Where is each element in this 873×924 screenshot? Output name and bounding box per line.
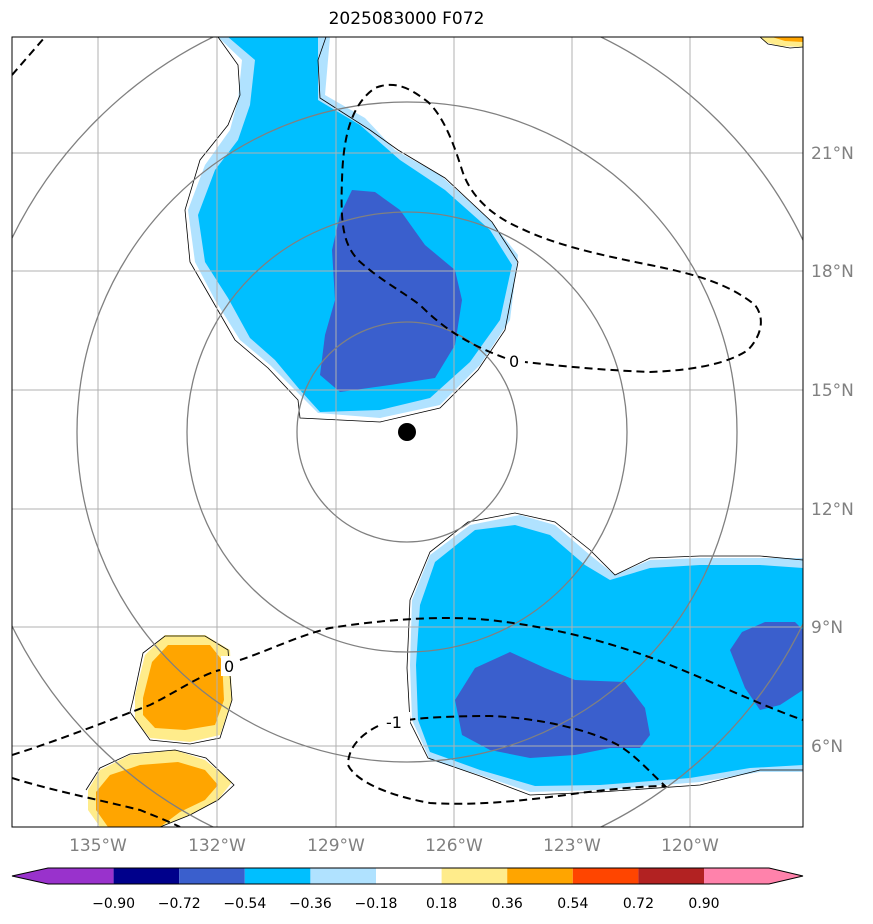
longitude-labels: 135°W 132°W 129°W 126°W 123°W 120°W	[69, 836, 719, 856]
colorbar-segment	[572, 868, 639, 884]
colorbar-tick-label: 0.72	[623, 896, 654, 912]
dashed-contour-sw	[12, 777, 181, 827]
positive-anomaly-topright-mid	[772, 37, 803, 42]
thin-contour-sw2	[85, 749, 235, 827]
range-ring-3	[76, 101, 738, 763]
dashed-contour-topleft	[12, 37, 46, 76]
lon-label: 120°W	[661, 836, 719, 856]
colorbar-tick-label: 0.90	[688, 896, 719, 912]
colorbar-segment	[113, 868, 180, 884]
storm-center-marker	[398, 423, 416, 441]
lat-label: 6°N	[811, 737, 843, 757]
colorbar-extend-high	[769, 868, 803, 884]
thin-contour-sw1	[129, 635, 233, 745]
colorbar-tick-label: 0.36	[492, 896, 523, 912]
graticule	[12, 37, 803, 827]
colorbar-extend-low	[12, 868, 48, 884]
lon-label: 123°W	[543, 836, 601, 856]
map-panel: 0 0 -1	[12, 37, 803, 827]
range-ring-1	[296, 321, 518, 543]
lat-label: 18°N	[811, 262, 854, 282]
lat-label: 21°N	[811, 144, 854, 164]
colorbar-segment	[48, 868, 114, 884]
dashed-contours	[12, 37, 803, 827]
colorbar-tick-label: −0.90	[92, 896, 135, 912]
colorbar: −0.90 −0.72 −0.54 −0.36 −0.18 0.18 0.36 …	[11, 867, 804, 912]
colorbar-tick-label: −0.54	[223, 896, 266, 912]
contour-label-minus-one: -1	[386, 713, 402, 732]
colorbar-segment	[310, 868, 376, 884]
colorbar-tick-label: −0.72	[158, 896, 201, 912]
map-frame	[11, 36, 804, 828]
negative-anomaly-strong-southeast-a	[455, 652, 650, 758]
shaded-field	[88, 37, 803, 827]
colorbar-tick-label: −0.36	[289, 896, 332, 912]
contour-label-south-zero: 0	[224, 657, 234, 676]
thin-contour-topright	[759, 37, 803, 49]
contour-label-north-zero: 0	[509, 352, 519, 371]
thin-contour-north	[184, 37, 519, 423]
contour-labels: 0 0 -1	[221, 350, 524, 732]
lat-label: 15°N	[811, 381, 854, 401]
lon-label: 129°W	[307, 836, 365, 856]
colorbar-segment	[441, 868, 508, 884]
contour-label-bg	[221, 656, 239, 676]
colorbar-segment	[244, 868, 311, 884]
dashed-contour-south-minus-one	[346, 714, 668, 805]
colorbar-segment	[376, 868, 442, 884]
lon-label: 126°W	[425, 836, 483, 856]
dashed-contour-north-zero	[340, 83, 762, 374]
negative-anomaly-strong-southeast-b	[730, 622, 803, 710]
colorbar-outline	[11, 867, 804, 885]
map-title: 2025083000 F072	[328, 9, 485, 29]
range-rings	[12, 37, 803, 827]
colorbar-tick-label: 0.18	[426, 896, 457, 912]
dashed-contour-south-zero	[12, 617, 803, 756]
lat-label: 9°N	[811, 618, 843, 638]
lat-label: 12°N	[811, 500, 854, 520]
contour-label-bg	[384, 712, 410, 732]
colorbar-segment	[638, 868, 704, 884]
colorbar-segment	[507, 868, 573, 884]
negative-anomaly-strong-north	[320, 190, 462, 392]
colorbar-tick-label: 0.54	[557, 896, 588, 912]
colorbar-segment	[179, 868, 245, 884]
latitude-labels: 21°N 18°N 15°N 12°N 9°N 6°N	[811, 144, 854, 757]
colorbar-segment	[704, 868, 769, 884]
range-ring-2	[186, 211, 628, 653]
lon-label: 132°W	[188, 836, 246, 856]
colorbar-tick-label: −0.18	[355, 896, 398, 912]
lon-label: 135°W	[69, 836, 127, 856]
contour-label-bg	[506, 350, 524, 370]
